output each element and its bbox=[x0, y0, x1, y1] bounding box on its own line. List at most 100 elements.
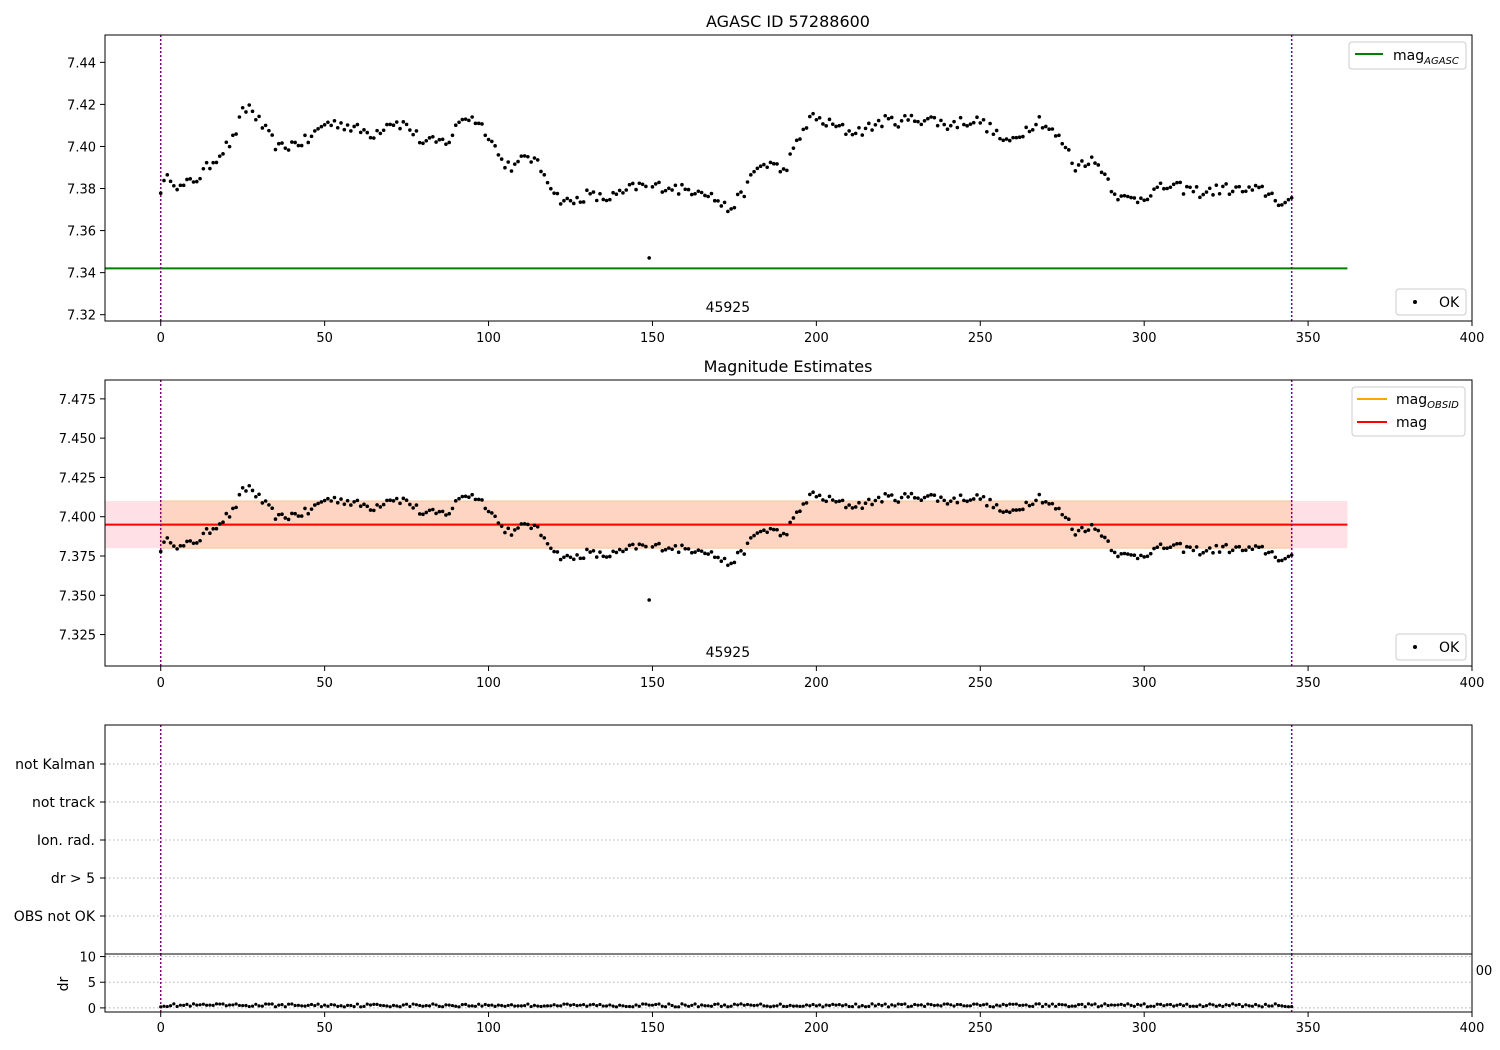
data-point bbox=[355, 498, 360, 503]
dr-point bbox=[427, 1004, 432, 1008]
data-point bbox=[414, 503, 419, 507]
x-tick-label: 250 bbox=[968, 676, 993, 691]
x-tick-label: 300 bbox=[1132, 1021, 1157, 1036]
dr-point bbox=[218, 1002, 222, 1006]
dr-point bbox=[945, 1002, 950, 1006]
data-point bbox=[785, 532, 789, 537]
data-point bbox=[480, 122, 484, 126]
data-point bbox=[1021, 134, 1025, 139]
data-point bbox=[1024, 500, 1028, 505]
data-point bbox=[555, 550, 560, 554]
dr-point bbox=[791, 1004, 796, 1008]
data-point bbox=[303, 506, 307, 511]
dr-point bbox=[991, 1005, 995, 1009]
data-point bbox=[830, 498, 835, 502]
data-point bbox=[424, 138, 429, 143]
dr-point bbox=[493, 1004, 497, 1008]
dr-point bbox=[781, 1004, 786, 1008]
x-tick-label: 250 bbox=[968, 331, 993, 346]
data-point bbox=[647, 256, 651, 260]
data-point bbox=[948, 499, 953, 503]
data-point bbox=[611, 190, 615, 195]
data-point bbox=[231, 133, 235, 138]
data-point bbox=[778, 169, 783, 174]
dr-point bbox=[1191, 1004, 1195, 1008]
data-point bbox=[765, 165, 769, 170]
dr-point bbox=[818, 1003, 822, 1007]
data-point bbox=[696, 548, 701, 552]
data-point bbox=[601, 554, 606, 559]
data-point bbox=[945, 502, 950, 506]
data-point bbox=[1276, 203, 1281, 208]
dr-point bbox=[627, 1004, 632, 1009]
data-point bbox=[332, 119, 337, 123]
data-point bbox=[588, 550, 592, 554]
dr-point bbox=[726, 1005, 730, 1009]
x-tick-label: 50 bbox=[316, 331, 333, 346]
data-point bbox=[735, 192, 740, 197]
data-point bbox=[342, 502, 347, 506]
data-point bbox=[824, 499, 828, 504]
data-point bbox=[1175, 541, 1179, 546]
data-point bbox=[1109, 548, 1114, 553]
data-point bbox=[388, 122, 393, 127]
dr-point bbox=[575, 1003, 579, 1008]
dr-point bbox=[660, 1004, 664, 1008]
dr-point bbox=[362, 1004, 366, 1008]
dr-point bbox=[1057, 1002, 1061, 1006]
data-point bbox=[401, 496, 406, 501]
dr-point bbox=[559, 1004, 563, 1008]
dr-point bbox=[211, 1003, 215, 1007]
dr-point bbox=[890, 1003, 894, 1007]
y-tick-label: 7.425 bbox=[59, 471, 96, 486]
data-point bbox=[417, 512, 422, 516]
data-point bbox=[1040, 125, 1045, 130]
dr-point bbox=[765, 1004, 769, 1008]
dr-point bbox=[965, 1004, 969, 1008]
data-point bbox=[221, 520, 225, 525]
data-point bbox=[437, 137, 442, 142]
data-point bbox=[827, 494, 832, 499]
data-point bbox=[1089, 522, 1094, 527]
data-point bbox=[539, 169, 543, 174]
dr-point bbox=[683, 1003, 687, 1007]
data-point bbox=[545, 180, 550, 185]
x-tick-label: 350 bbox=[1296, 1021, 1321, 1036]
data-point bbox=[798, 509, 802, 514]
data-point bbox=[490, 139, 494, 144]
data-point bbox=[519, 522, 524, 526]
data-point bbox=[204, 160, 209, 165]
dr-point bbox=[867, 1004, 871, 1008]
data-point bbox=[480, 498, 484, 502]
data-point bbox=[686, 187, 691, 192]
data-point bbox=[762, 162, 766, 167]
data-point bbox=[903, 113, 907, 118]
x-tick-label: 200 bbox=[804, 1021, 829, 1036]
data-point bbox=[850, 506, 855, 510]
data-point bbox=[621, 549, 625, 554]
data-point bbox=[227, 144, 232, 149]
data-point bbox=[473, 121, 478, 126]
data-point bbox=[650, 185, 655, 189]
dr-point bbox=[388, 1005, 392, 1009]
flag-label: Ion. rad. bbox=[37, 833, 95, 849]
data-point bbox=[486, 137, 491, 142]
data-point bbox=[1230, 548, 1235, 553]
data-point bbox=[578, 200, 583, 204]
data-point bbox=[522, 154, 527, 158]
data-point bbox=[1119, 552, 1124, 556]
dr-point bbox=[700, 1003, 704, 1007]
data-point bbox=[1099, 534, 1104, 538]
data-point bbox=[188, 177, 193, 181]
data-point bbox=[975, 115, 979, 120]
dr-point bbox=[562, 1002, 566, 1006]
data-point bbox=[1211, 193, 1215, 197]
data-point bbox=[335, 125, 340, 130]
dr-point bbox=[591, 1002, 596, 1006]
data-point bbox=[463, 494, 468, 499]
data-point bbox=[542, 173, 547, 177]
dr-point bbox=[1149, 1004, 1153, 1008]
dr-point bbox=[667, 1002, 671, 1006]
data-point bbox=[385, 122, 389, 127]
legend-label-ok: OK bbox=[1439, 640, 1460, 656]
